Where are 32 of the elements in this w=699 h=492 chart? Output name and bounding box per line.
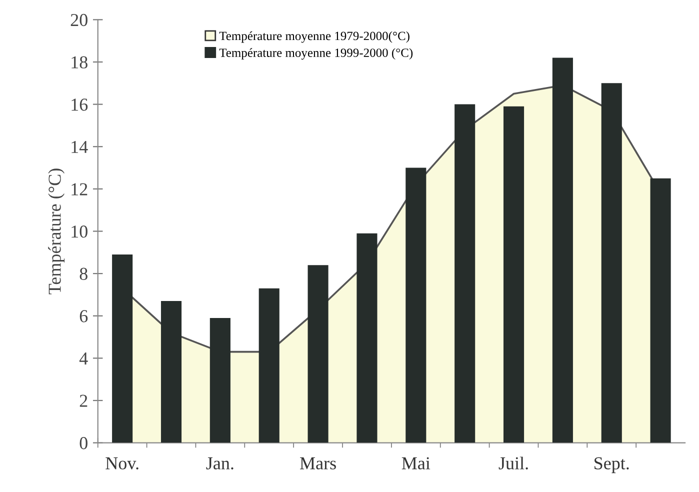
y-tick-label: 8 xyxy=(80,268,88,280)
y-tick-label: 4 xyxy=(79,352,88,364)
y-axis-title: Température (°C) xyxy=(48,168,65,294)
y-tick-label: 2 xyxy=(80,394,88,407)
x-tick-label: Sept. xyxy=(594,457,629,474)
y-tick-label: 18 xyxy=(72,56,88,68)
y-tick-label: 12 xyxy=(72,183,88,196)
bar xyxy=(210,318,230,443)
bar xyxy=(112,254,133,443)
bar xyxy=(552,58,573,443)
y-tick-label: 10 xyxy=(72,225,88,238)
bar xyxy=(503,106,524,443)
x-tick-label: Jan. xyxy=(206,457,234,470)
x-tick-label: Juil. xyxy=(498,456,528,470)
y-tick-label: 16 xyxy=(72,98,88,111)
x-tick-label: Nov. xyxy=(106,457,138,470)
y-tick-label: 14 xyxy=(72,140,88,153)
y-tick-label: 0 xyxy=(80,437,88,450)
bar xyxy=(308,265,328,443)
bar xyxy=(454,104,476,443)
bar xyxy=(356,233,378,443)
x-tick-label: Mai xyxy=(402,457,430,470)
bar xyxy=(406,168,426,443)
legend-label: Température moyenne 1999-2000 (°C) xyxy=(219,48,413,60)
bar xyxy=(650,178,671,443)
y-tick-label: 20 xyxy=(70,14,88,26)
bar xyxy=(160,301,182,443)
bar xyxy=(258,288,280,443)
y-tick-label: 6 xyxy=(80,310,88,322)
legend-label: Température moyenne 1979-2000(°C) xyxy=(219,31,410,43)
x-tick-label: Mars xyxy=(300,457,336,470)
bar xyxy=(601,83,622,443)
